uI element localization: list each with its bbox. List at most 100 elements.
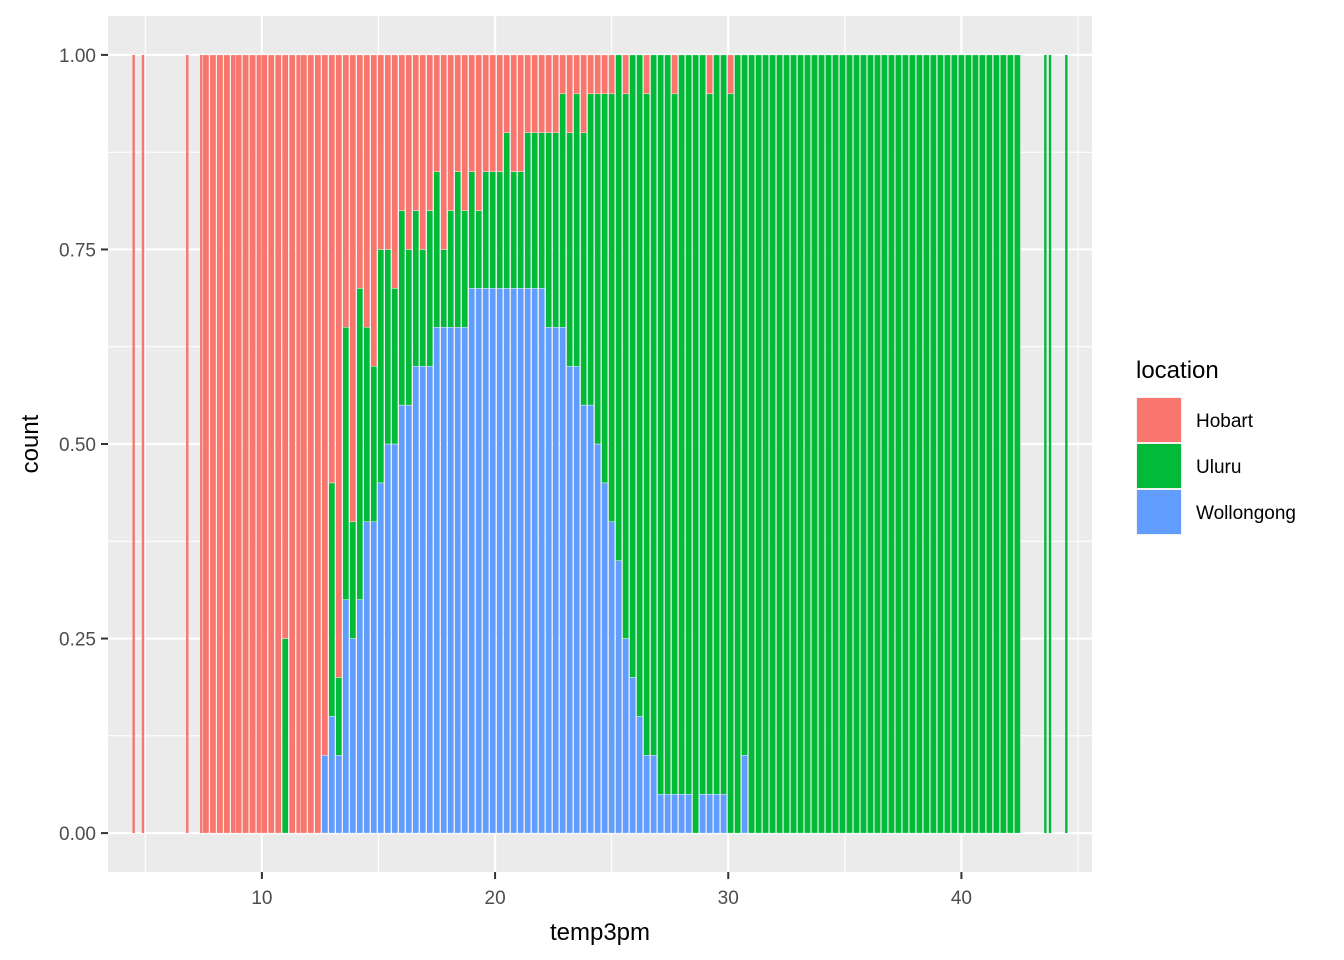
legend-swatch-wollongong [1137, 490, 1181, 534]
bar-segment-hobart [510, 54, 518, 172]
bar-segment-hobart [274, 54, 282, 834]
bar-segment-uluru [566, 132, 573, 367]
bar-segment-wollongong [384, 443, 392, 834]
bar-segment-wollongong [342, 599, 350, 834]
bar-segment-hobart [249, 54, 256, 834]
x-tick-label: 30 [718, 888, 739, 909]
bar-segment-uluru [650, 54, 657, 756]
bar-segment-wollongong [538, 288, 546, 834]
bar-segment-wollongong [664, 793, 671, 834]
bar-segment-hobart [377, 54, 385, 250]
bar-segment-uluru [1014, 54, 1021, 834]
bar-segment-wollongong [496, 288, 504, 834]
bar-segment-uluru [895, 54, 902, 834]
bar-segment-wollongong [426, 365, 434, 834]
bar-segment-uluru [405, 249, 413, 406]
bar-segment-hobart [267, 54, 275, 834]
bar-segment-wollongong [489, 288, 497, 834]
bar-segment-hobart [200, 54, 203, 834]
bar-segment-hobart [524, 54, 532, 133]
bar-segment-uluru [664, 54, 671, 795]
bar-segment-hobart [671, 54, 678, 95]
bar-segment-uluru [762, 54, 769, 834]
bar-segment-wollongong [363, 521, 371, 834]
bar-segment-wollongong [503, 288, 511, 834]
bar-segment-hobart [384, 54, 392, 250]
bar-segment-hobart [307, 54, 315, 834]
bar-segment-wollongong [720, 793, 727, 834]
y-axis: 0.00 0.25 0.50 0.75 1.00 [59, 46, 108, 845]
bar-segment-wollongong [321, 755, 329, 834]
bar-segment-uluru [412, 210, 420, 367]
bar-segment-wollongong [440, 327, 448, 834]
bar-segment-hobart [566, 54, 573, 133]
bar-segment-uluru [818, 54, 825, 834]
bar-segment-hobart [433, 54, 441, 172]
bar-segment-hobart [482, 54, 490, 172]
bar-segment-wollongong [510, 288, 518, 834]
bar-segment-hobart [454, 54, 462, 172]
bar-segment-uluru [608, 93, 615, 523]
bar-segment-uluru [384, 249, 392, 445]
bar-segment-uluru [888, 54, 895, 834]
bar-segment-hobart [141, 54, 145, 834]
bar-segment-uluru [1065, 54, 1068, 834]
legend: location Hobart Uluru Wollongong [1136, 357, 1296, 535]
bar-segment-uluru [804, 54, 811, 834]
legend-swatch-hobart [1137, 398, 1181, 442]
bar-segment-wollongong [454, 327, 462, 834]
bar-segment-uluru [811, 54, 818, 834]
bar-segment-uluru [517, 171, 525, 289]
bar-segment-uluru [482, 171, 490, 289]
bar-segment-hobart [202, 54, 210, 834]
bar-segment-uluru [545, 132, 553, 328]
bar-segment-wollongong [482, 288, 490, 834]
legend-label-wollongong: Wollongong [1196, 503, 1296, 524]
bar-segment-wollongong [580, 404, 587, 834]
bar-segment-wollongong [706, 793, 713, 834]
bar-segment-uluru [398, 210, 406, 406]
bar-segment-uluru [573, 93, 580, 367]
bar-segment-uluru [538, 132, 546, 289]
legend-label-uluru: Uluru [1196, 457, 1241, 478]
bar-segment-uluru [587, 93, 594, 406]
bar-segment-wollongong [678, 793, 685, 834]
bar-segment-wollongong [517, 288, 525, 834]
bar-segment-wollongong [447, 327, 455, 834]
bar-segment-uluru [965, 54, 972, 834]
bar-segment-wollongong [573, 365, 580, 834]
bar-segment-uluru [720, 54, 727, 795]
bar-segment-wollongong [643, 755, 650, 834]
bar-segment-uluru [615, 54, 622, 561]
bar-segment-wollongong [335, 755, 343, 834]
bar-segment-uluru [790, 54, 797, 834]
bar-segment-wollongong [328, 716, 336, 834]
bar-segment-uluru [657, 54, 664, 795]
bar-segment-uluru [281, 638, 289, 834]
bar-segment-uluru [846, 54, 853, 834]
bar-segment-uluru [867, 54, 874, 834]
bar-segment-uluru [622, 93, 629, 639]
bar-segment-uluru [755, 54, 762, 834]
bar-segment-uluru [881, 54, 888, 834]
bar-segment-uluru [328, 482, 336, 717]
x-tick-label: 20 [485, 888, 506, 909]
bar-segment-hobart [132, 54, 135, 834]
bar-segment-hobart [370, 54, 378, 367]
bar-segment-wollongong [671, 793, 678, 834]
bar-segment-uluru [363, 327, 371, 523]
y-tick-label: 0.50 [59, 435, 96, 456]
bar-segment-hobart [538, 54, 546, 133]
bar-segment-hobart [496, 54, 504, 172]
bar-segment-uluru [713, 54, 720, 795]
bar-segment-uluru [335, 677, 343, 756]
bar-segment-hobart [440, 54, 448, 250]
bar-segment-wollongong [531, 288, 539, 834]
bar-segment-wollongong [559, 327, 566, 834]
bar-segment-wollongong [524, 288, 532, 834]
bar-segment-uluru [594, 93, 601, 445]
bar-segment-hobart [622, 54, 629, 95]
bar-segment-uluru [643, 93, 650, 756]
bar-segment-hobart [545, 54, 553, 133]
bar-segment-uluru [748, 54, 755, 834]
